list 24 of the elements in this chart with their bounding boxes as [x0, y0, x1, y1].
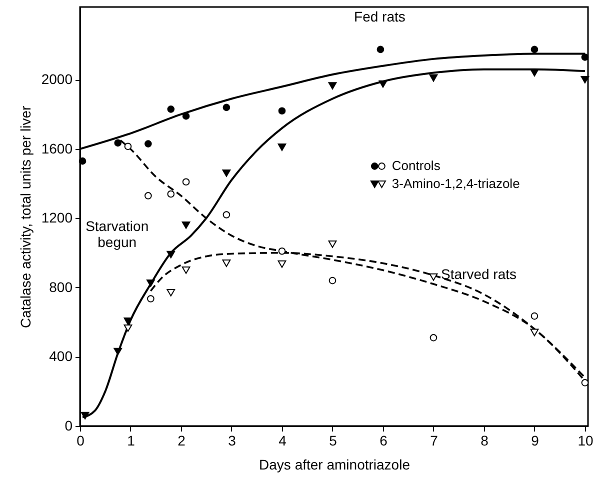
annotation: Fed rats: [354, 8, 406, 24]
x-axis-title: Days after aminotriazole: [259, 456, 410, 472]
y-tick-label: 400: [49, 348, 73, 364]
legend-label: 3-Amino-1,2,4-triazole: [392, 176, 520, 192]
y-tick-label: 2000: [41, 71, 73, 88]
x-tick-label: 4: [278, 432, 287, 448]
x-tick-label: 10: [578, 432, 594, 448]
x-tick-label: 0: [76, 432, 85, 448]
y-tick-label: 1200: [41, 210, 73, 226]
y-axis-title: Catalase activity, total units per liver: [17, 106, 34, 328]
annotation: Starved rats: [441, 266, 517, 282]
legend-label: Controls: [392, 158, 441, 174]
x-tick-label: 6: [380, 432, 388, 448]
x-tick-label: 1: [127, 432, 136, 448]
x-tick-label: 3: [228, 432, 236, 448]
x-tick-label: 2: [178, 432, 186, 448]
y-tick-label: 0: [64, 418, 73, 434]
y-tick-label: 800: [49, 278, 73, 295]
x-tick-label: 7: [430, 432, 438, 448]
x-tick-label: 9: [531, 432, 540, 448]
x-tick-label: 8: [480, 432, 489, 448]
y-tick-label: 1600: [41, 140, 73, 156]
annotation: Starvation begun: [86, 218, 149, 250]
x-tick-label: 5: [329, 432, 338, 448]
